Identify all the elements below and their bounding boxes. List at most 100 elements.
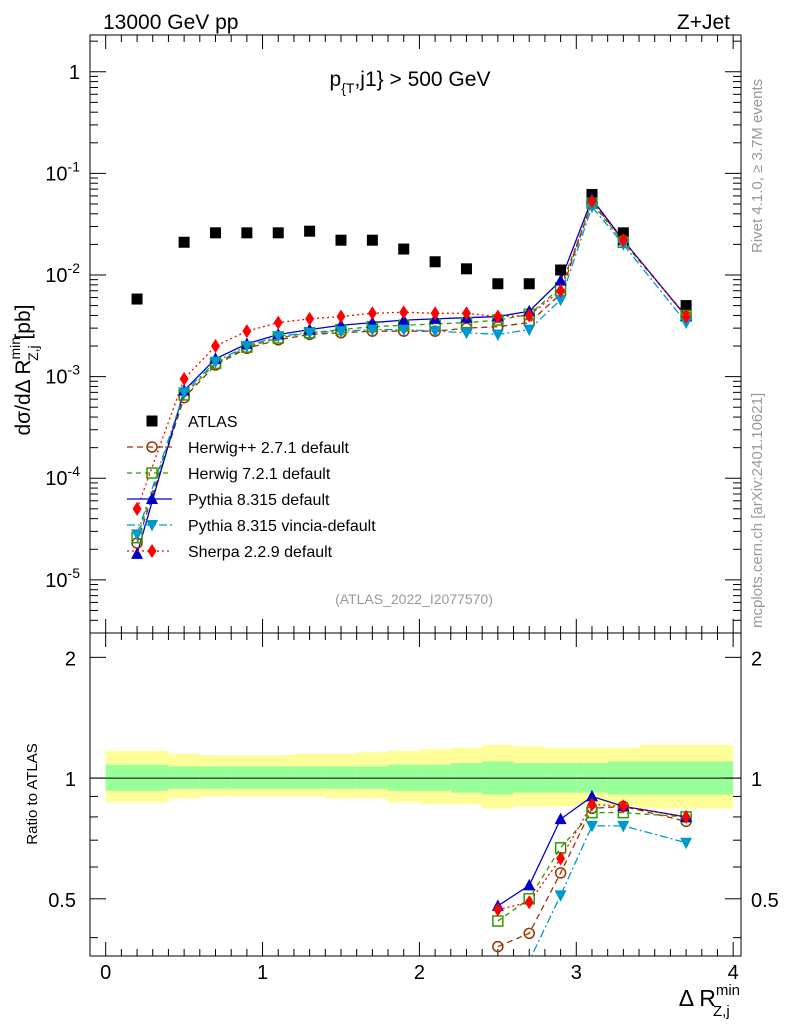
data-point <box>493 309 503 324</box>
y-tick-label-right: 0.5 <box>751 890 779 912</box>
x-tick-label: 2 <box>414 962 425 984</box>
ratio-point <box>556 851 566 866</box>
x-tick-label: 1 <box>257 962 268 984</box>
data-point <box>587 194 597 209</box>
data-point <box>617 227 629 239</box>
data-point <box>460 263 472 275</box>
x-tick-label: 4 <box>728 962 739 984</box>
data-point <box>524 308 534 323</box>
ratio-band-inner <box>325 766 357 789</box>
data-point <box>334 326 347 338</box>
legend-label: ATLAS <box>188 414 238 431</box>
data-point <box>618 233 628 248</box>
ratio-xlabel: Δ Rmin Z,j <box>679 982 740 1020</box>
data-point <box>242 324 252 339</box>
data-point <box>366 234 378 246</box>
data-point <box>429 326 442 338</box>
legend-marker <box>146 520 158 532</box>
main-plot: 1 10-1 10-2 10-3 10-4 10-5 <box>45 34 742 956</box>
data-point <box>210 339 220 354</box>
data-point <box>241 227 253 239</box>
ratio-point <box>617 820 630 833</box>
data-point <box>131 547 144 559</box>
series-line <box>136 201 687 538</box>
ratio-band-inner <box>293 766 326 789</box>
side-rivet-label: Rivet 4.1.0, ≥ 3.7M events <box>749 79 766 253</box>
data-point <box>523 324 536 337</box>
legend-label: Sherpa 2.2.9 default <box>188 544 333 561</box>
ratio-point <box>554 812 567 825</box>
y-tick-label: 10-2 <box>45 260 80 287</box>
y-tick-label-right: 1 <box>751 769 762 791</box>
legend-marker <box>146 441 158 453</box>
ratio-point <box>585 789 598 802</box>
ratio-band-inner <box>168 766 200 789</box>
ratio-point <box>523 955 536 956</box>
data-point <box>556 283 566 298</box>
legend-marker <box>146 492 158 504</box>
data-point <box>681 309 691 324</box>
data-point <box>461 306 471 321</box>
data-point <box>554 274 567 286</box>
y-tick-label: 2 <box>65 648 76 670</box>
data-point <box>429 256 441 268</box>
main-ylabel: dσ/dΔ Rmin Z,j [pb] <box>7 304 41 435</box>
legend-label: Herwig 7.2.1 default <box>188 466 331 483</box>
data-point <box>132 501 142 516</box>
data-point <box>178 387 191 399</box>
data-point <box>131 293 143 305</box>
y-tick-label: 1 <box>69 62 80 84</box>
data-point <box>460 327 473 340</box>
ratio-series-line <box>497 803 687 911</box>
data-point <box>209 227 221 239</box>
data-point <box>240 341 253 353</box>
ratio-series-line <box>497 811 687 922</box>
data-point <box>430 306 440 321</box>
data-point <box>397 313 410 326</box>
ratio-point <box>524 895 534 910</box>
data-point <box>273 315 283 330</box>
y-tick-label: 10-1 <box>45 158 80 185</box>
data-point <box>178 236 190 248</box>
x-tick-label: 0 <box>100 962 111 984</box>
header-right: Z+Jet <box>677 11 730 34</box>
data-point <box>399 305 409 320</box>
data-point <box>680 300 692 312</box>
data-point <box>304 225 316 237</box>
ratio-plot: 0 1 2 3 4 0.5 0.5 1 1 2 2 <box>48 632 779 989</box>
data-point <box>272 331 285 343</box>
ratio-band-inner <box>199 766 232 789</box>
y-tick-label: 10-3 <box>45 362 80 389</box>
x-tick-label: 3 <box>571 962 582 984</box>
ratio-series-line <box>530 825 687 956</box>
legend-label: Herwig++ 2.7.1 default <box>188 440 350 457</box>
data-point <box>554 294 567 307</box>
data-point <box>131 529 144 541</box>
legend-label: Pythia 8.315 default <box>188 492 330 509</box>
ratio-point <box>618 799 628 814</box>
y-tick-label: 0.5 <box>48 890 76 912</box>
data-point <box>305 311 315 326</box>
legend-label: Pythia 8.315 vincia-default <box>188 518 376 535</box>
ratio-point <box>492 977 504 989</box>
ratio-point <box>681 809 691 824</box>
main-title: p{T,j1} > 500 GeV <box>330 68 491 96</box>
legend-marker <box>146 415 158 427</box>
data-point <box>209 356 222 369</box>
data-point <box>303 327 316 340</box>
data-point <box>555 264 567 276</box>
ratio-point <box>585 820 598 833</box>
y-tick-label: 1 <box>65 769 76 791</box>
analysis-label: (ATLAS_2022_I2077570) <box>335 591 493 607</box>
ratio-point <box>587 797 597 812</box>
data-point <box>272 227 284 239</box>
data-point <box>335 234 347 246</box>
legend-marker <box>146 467 158 479</box>
ratio-band-inner <box>231 766 263 789</box>
ratio-point <box>523 878 536 891</box>
ratio-series-group <box>491 789 693 989</box>
data-point <box>179 371 189 386</box>
ratio-point <box>680 837 693 850</box>
